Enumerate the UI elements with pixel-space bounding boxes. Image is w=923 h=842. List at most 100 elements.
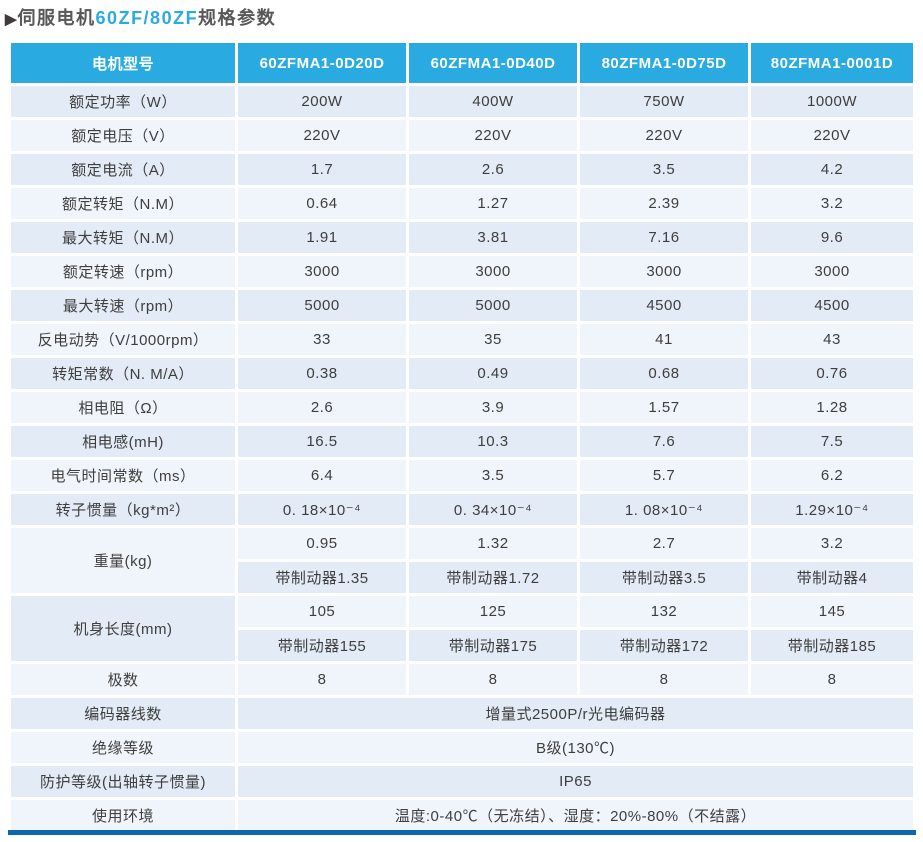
value-cell: 8 (751, 664, 913, 695)
value-cell: 7.5 (751, 426, 913, 457)
value-cell: 145 (751, 596, 913, 627)
value-cell: 带制动器185 (751, 630, 913, 661)
row-label-cell: 额定转速（rpm） (11, 256, 235, 287)
table-row: 额定电压（V） 220V 220V 220V 220V (11, 120, 913, 151)
row-label-cell: 转矩常数（N. M/A） (11, 358, 235, 389)
row-label-cell: 编码器线数 (11, 698, 235, 729)
value-cell: 1.28 (751, 392, 913, 423)
value-cell: 3000 (409, 256, 577, 287)
value-cell: 0.49 (409, 358, 577, 389)
value-cell: 9.6 (751, 222, 913, 253)
column-header-80zfma1-0d75d: 80ZFMA1-0D75D (580, 43, 748, 83)
row-label-cell: 额定电流（A） (11, 154, 235, 185)
value-cell: 0. 18×10⁻⁴ (238, 494, 406, 525)
value-cell: 0. 34×10⁻⁴ (409, 494, 577, 525)
value-cell: 8 (580, 664, 748, 695)
column-header-60zfma1-0d20d: 60ZFMA1-0D20D (238, 43, 406, 83)
row-label-cell: 电气时间常数（ms） (11, 460, 235, 491)
motor-spec-table: 电机型号 60ZFMA1-0D20D 60ZFMA1-0D40D 80ZFMA1… (8, 40, 916, 834)
table-row: 额定电流（A） 1.7 2.6 3.5 4.2 (11, 154, 913, 185)
row-label-cell: 重量(kg) (11, 528, 235, 593)
value-cell: 带制动器172 (580, 630, 748, 661)
table-row: 反电动势（V/1000rpm） 33 35 41 43 (11, 324, 913, 355)
table-row: 重量(kg) 0.95 1.32 2.7 3.2 (11, 528, 913, 593)
row-label-cell: 额定功率（W） (11, 86, 235, 117)
column-header-60zfma1-0d40d: 60ZFMA1-0D40D (409, 43, 577, 83)
value-cell: 带制动器155 (238, 630, 406, 661)
value-cell: 8 (238, 664, 406, 695)
value-cell: 2.39 (580, 188, 748, 219)
value-cell: 8 (409, 664, 577, 695)
row-label-cell: 机身长度(mm) (11, 596, 235, 661)
table-row: 带制动器1.35 带制动器1.72 带制动器3.5 带制动器4 (11, 562, 913, 593)
value-cell: 132 (580, 596, 748, 627)
value-cell: 16.5 (238, 426, 406, 457)
value-cell: 0.95 (238, 528, 406, 559)
table-row: 极数 8 8 8 8 (11, 664, 913, 695)
value-cell: 5000 (238, 290, 406, 321)
value-cell: 2.6 (238, 392, 406, 423)
value-cell: 2.6 (409, 154, 577, 185)
page-title: ▶伺服电机60ZF/80ZF规格参数 (5, 4, 276, 30)
row-label-cell: 绝缘等级 (11, 732, 235, 763)
value-cell: 3.81 (409, 222, 577, 253)
row-label-cell: 最大转速（rpm） (11, 290, 235, 321)
spec-table-body: 额定功率（W） 200W 400W 750W 1000W 额定电压（V） 220V 220V 2… (11, 86, 913, 831)
value-cell: 3.9 (409, 392, 577, 423)
table-row: 相电阻（Ω） 2.6 3.9 1.57 1.28 (11, 392, 913, 423)
value-cell: 6.2 (751, 460, 913, 491)
value-cell: 220V (238, 120, 406, 151)
table-row: 机身长度(mm) 105 125 132 145 (11, 596, 913, 661)
value-cell: 3.5 (580, 154, 748, 185)
value-cell: 43 (751, 324, 913, 355)
row-label-cell: 防护等级(出轴转子惯量) (11, 766, 235, 797)
value-cell: 6.4 (238, 460, 406, 491)
value-cell: 4500 (751, 290, 913, 321)
table-row: 电气时间常数（ms） 6.4 3.5 5.7 6.2 (11, 460, 913, 491)
table-row: 带制动器155 带制动器175 带制动器172 带制动器185 (11, 630, 913, 661)
title-prefix: 伺服电机 (17, 8, 96, 28)
value-cell: 0.68 (580, 358, 748, 389)
table-row: 额定功率（W） 200W 400W 750W 1000W (11, 86, 913, 117)
value-cell: 0.64 (238, 188, 406, 219)
value-cell: 带制动器1.72 (409, 562, 577, 593)
value-cell: 220V (409, 120, 577, 151)
table-row: 使用环境 温度:0-40℃（无冻结）、湿度：20%-80%（不结露） (11, 800, 913, 831)
value-cell: 1.57 (580, 392, 748, 423)
value-cell: 3.2 (751, 528, 913, 559)
value-cell: 带制动器175 (409, 630, 577, 661)
value-cell: 1. 08×10⁻⁴ (580, 494, 748, 525)
row-label-cell: 反电动势（V/1000rpm） (11, 324, 235, 355)
table-row: 转子惯量（kg*m²） 0. 18×10⁻⁴ 0. 34×10⁻⁴ 1. 08×10⁻… (11, 494, 913, 525)
merged-value-cell: 增量式2500P/r光电编码器 (238, 698, 913, 729)
value-cell: 7.16 (580, 222, 748, 253)
value-cell: 750W (580, 86, 748, 117)
value-cell: 0.76 (751, 358, 913, 389)
row-label-cell: 使用环境 (11, 800, 235, 831)
value-cell: 125 (409, 596, 577, 627)
value-cell: 3000 (751, 256, 913, 287)
value-cell: 3000 (580, 256, 748, 287)
table-row: 最大转矩（N.M） 1.91 3.81 7.16 9.6 (11, 222, 913, 253)
table-row: 绝缘等级 B级(130℃) (11, 732, 913, 763)
value-cell: 4.2 (751, 154, 913, 185)
value-cell: 1.7 (238, 154, 406, 185)
value-cell: 3000 (238, 256, 406, 287)
row-label-cell: 相电阻（Ω） (11, 392, 235, 423)
column-header-model: 电机型号 (11, 43, 235, 83)
value-cell: 220V (751, 120, 913, 151)
value-cell: 41 (580, 324, 748, 355)
title-model-highlight: 60ZF/80ZF (95, 8, 199, 28)
bottom-accent-bar (8, 830, 916, 835)
value-cell: 7.6 (580, 426, 748, 457)
value-cell: 33 (238, 324, 406, 355)
row-label-cell: 最大转矩（N.M） (11, 222, 235, 253)
value-cell: 5.7 (580, 460, 748, 491)
value-cell: 1.91 (238, 222, 406, 253)
table-row: 转矩常数（N. M/A） 0.38 0.49 0.68 0.76 (11, 358, 913, 389)
value-cell: 10.3 (409, 426, 577, 457)
table-row: 相电感(mH) 16.5 10.3 7.6 7.5 (11, 426, 913, 457)
value-cell: 1000W (751, 86, 913, 117)
value-cell: 带制动器4 (751, 562, 913, 593)
row-label-cell: 相电感(mH) (11, 426, 235, 457)
